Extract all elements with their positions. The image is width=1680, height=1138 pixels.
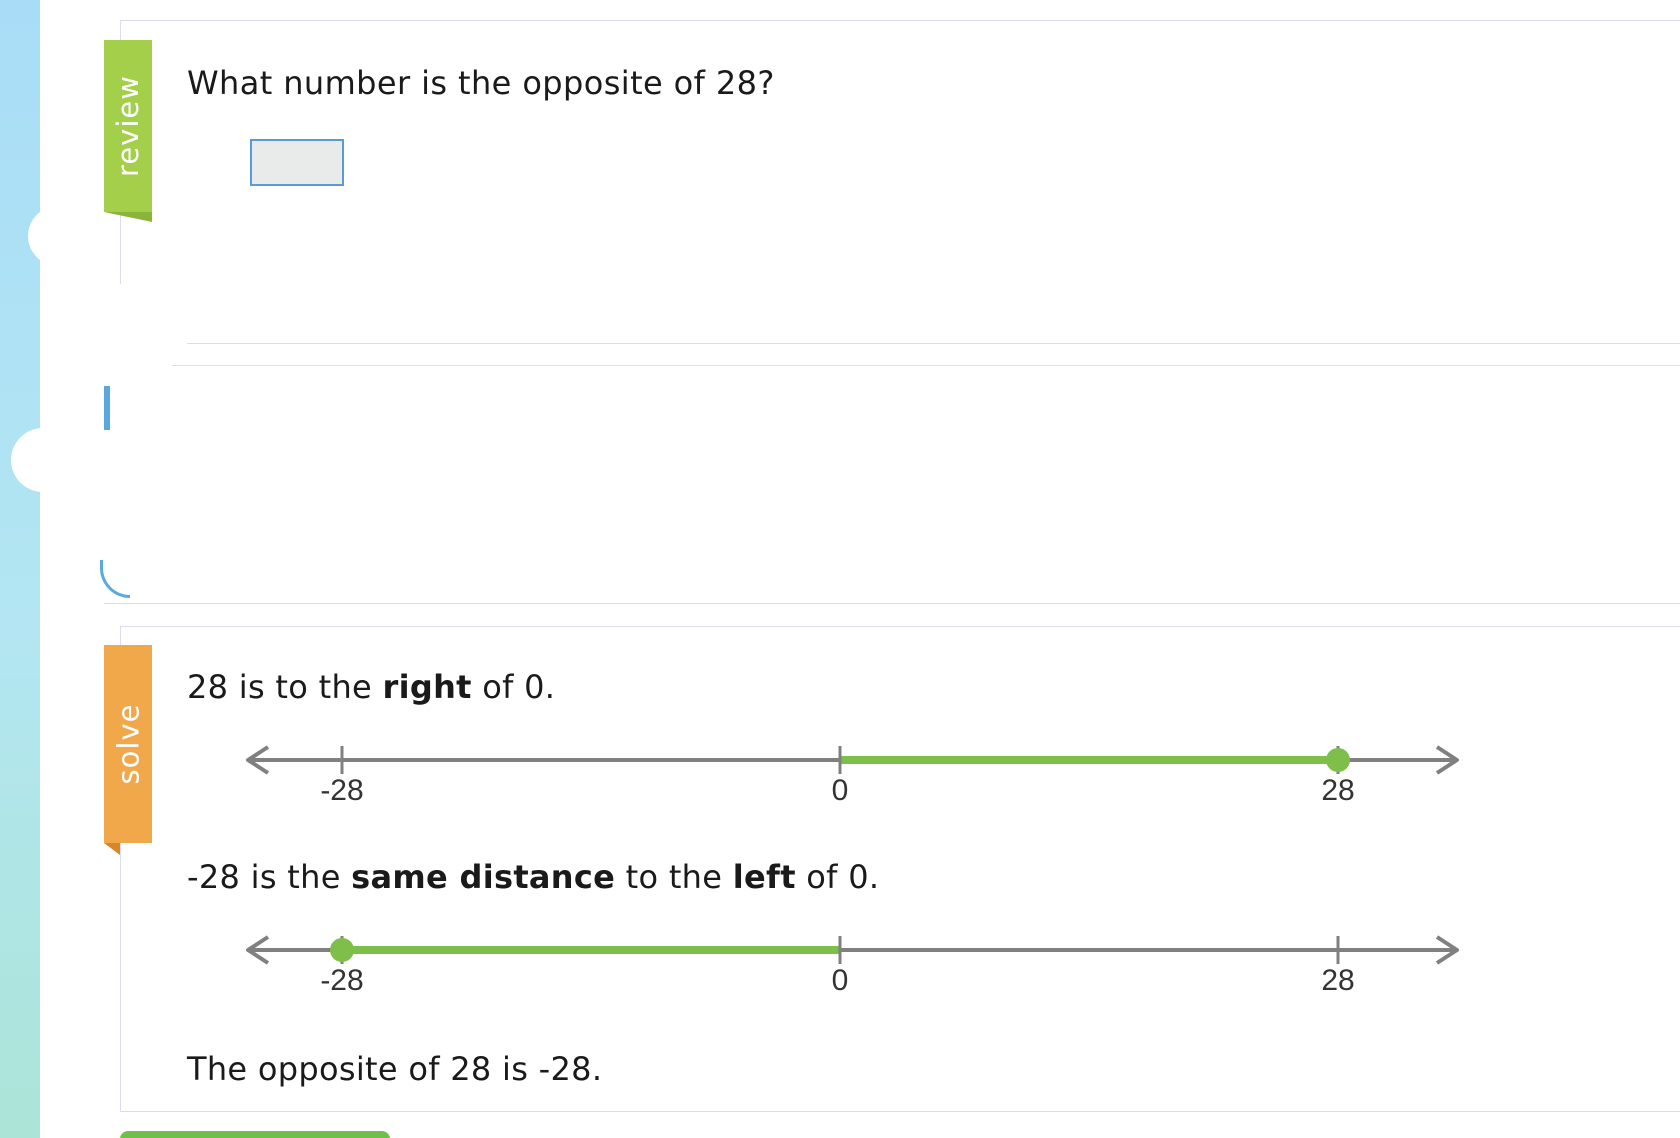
step-text: -28 is the xyxy=(187,858,352,896)
right-arrow-icon xyxy=(1435,935,1459,965)
review-ribbon-label: review xyxy=(111,75,146,177)
step-text: 28 is to the xyxy=(187,668,383,706)
step-emphasis: same distance xyxy=(351,858,616,896)
step-emphasis: left xyxy=(732,858,796,896)
divider xyxy=(172,365,1680,366)
strip-bump xyxy=(28,206,88,266)
highlight-point xyxy=(1326,748,1350,772)
conclusion-text: The opposite of 28 is -28. xyxy=(187,1050,603,1088)
workspace-panel xyxy=(104,366,1680,604)
ribbon-fold xyxy=(104,843,120,855)
side-strip xyxy=(0,0,40,1138)
step-text: to the xyxy=(615,858,733,896)
solve-ribbon: solve xyxy=(104,645,152,843)
right-arrow-icon xyxy=(1435,745,1459,775)
tick-label: -28 xyxy=(320,774,363,805)
number-line-1: -28 0 28 xyxy=(246,745,1459,805)
review-ribbon: review xyxy=(104,40,152,212)
step-text: of 0. xyxy=(471,668,556,706)
scratchpad-marker xyxy=(104,386,110,430)
divider xyxy=(187,343,1680,344)
step-emphasis: right xyxy=(382,668,472,706)
solve-panel xyxy=(120,626,1680,1112)
solve-step-1: 28 is to the right of 0. xyxy=(187,668,555,706)
answer-input[interactable] xyxy=(250,139,344,186)
left-arrow-icon xyxy=(246,745,270,775)
tick-label: 28 xyxy=(1321,964,1354,995)
review-panel xyxy=(120,20,1680,284)
highlight-point xyxy=(330,938,354,962)
solve-step-2: -28 is the same distance to the left of … xyxy=(187,858,879,896)
left-arrow-icon xyxy=(246,935,270,965)
number-line-2: -28 0 28 xyxy=(246,935,1459,995)
continue-button[interactable] xyxy=(120,1131,390,1138)
tick-label: 28 xyxy=(1321,774,1354,805)
step-text: of 0. xyxy=(795,858,880,896)
tick-label: -28 xyxy=(320,964,363,995)
strip-bump xyxy=(11,428,75,492)
ribbon-fold xyxy=(104,212,152,222)
question-text: What number is the opposite of 28? xyxy=(187,64,775,102)
tick-label: 0 xyxy=(832,774,849,805)
tick-label: 0 xyxy=(832,964,849,995)
solve-ribbon-label: solve xyxy=(111,703,146,785)
